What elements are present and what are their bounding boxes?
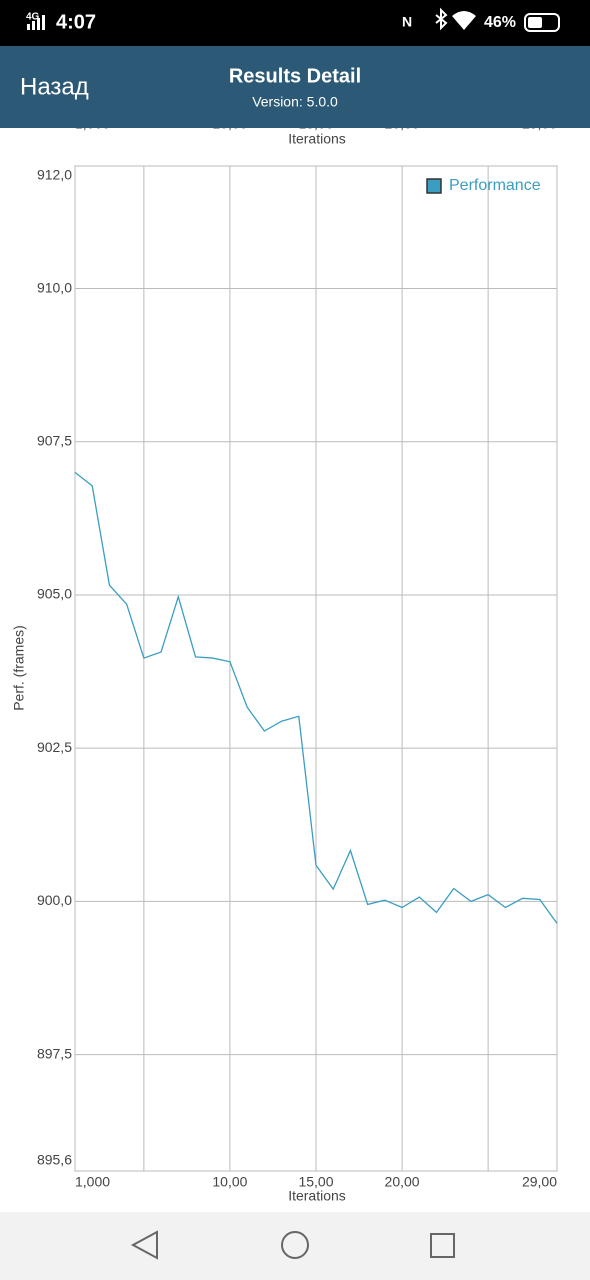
wifi-icon (452, 11, 476, 30)
data-line (74, 471, 558, 924)
battery-fill (528, 17, 542, 28)
x-tick-label: 1,000 (75, 1174, 110, 1190)
y-tick-label: 907,5 (37, 432, 72, 448)
clock: 4:07 (56, 11, 96, 33)
y-axis-label: Perf. (frames) (11, 625, 27, 711)
legend-label: Performance (449, 177, 541, 194)
nav-back[interactable] (130, 1230, 158, 1260)
y-tick-label: 905,0 (37, 586, 72, 602)
page-subtitle: Version: 5.0.0 (252, 94, 338, 110)
x-tick-label: 29,00 (522, 1174, 557, 1190)
x-tick-label: 20,00 (385, 1174, 420, 1190)
nfc-icon: N (402, 14, 412, 30)
page-title: Results Detail (229, 65, 361, 87)
y-tick-label: 900,0 (37, 892, 72, 908)
nav-home[interactable] (281, 1231, 309, 1259)
nav-recents[interactable] (430, 1233, 455, 1258)
battery-icon (524, 13, 560, 32)
x-tick-label: 15,00 (298, 1174, 333, 1190)
network: 4G (26, 12, 40, 23)
nav-bar (0, 1212, 590, 1280)
y-tick-label: 895,6 (37, 1152, 72, 1168)
y-tick-label: 910,0 (37, 279, 72, 295)
x-tick-label: 10,00 (212, 1174, 247, 1190)
y-tick-label: 912,0 (37, 167, 72, 183)
y-tick-label: 902,5 (37, 739, 72, 755)
y-tick-label: 897,5 (37, 1045, 72, 1061)
x-axis-label: Iterations (288, 1188, 346, 1204)
status-bar (0, 0, 590, 46)
plot: 1,000 10,00 15,00 20,00 29,00 895,6 897,5 900,0… (37, 165, 558, 1190)
bluetooth-icon (435, 7, 448, 31)
signal-icon (27, 15, 45, 30)
legend-swatch (426, 178, 442, 194)
x-axis-label-scrolled: Iterations (288, 131, 346, 147)
app-bar (0, 46, 590, 128)
battery-level: 46% (484, 14, 516, 31)
back-button[interactable]: Назад (20, 73, 89, 100)
